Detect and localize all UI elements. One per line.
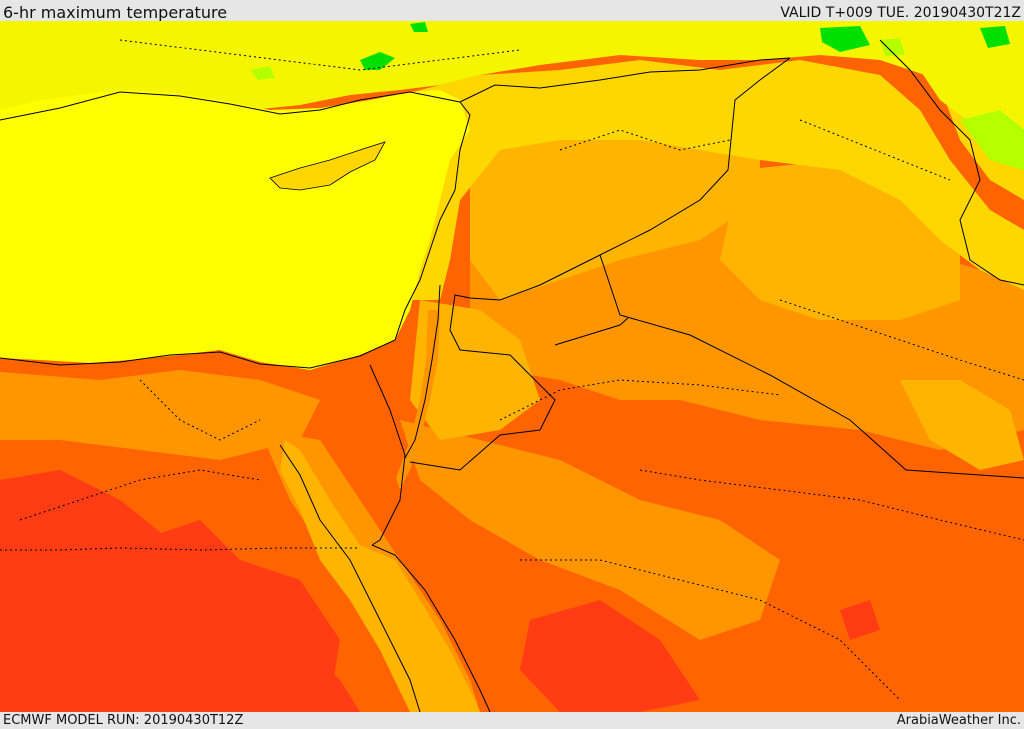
dotted-boundary-6 — [559, 129, 731, 151]
turkey-cool-land — [0, 21, 1024, 120]
jordan-saudi-border — [409, 294, 556, 471]
dotted-boundary-4 — [639, 469, 1024, 541]
israel-jordan-border — [404, 284, 441, 459]
red-sea-west-coast — [279, 444, 421, 712]
dotted-boundary-8 — [119, 39, 521, 71]
turkey-south-coast — [0, 91, 461, 121]
red-sea — [280, 440, 480, 712]
temperature-map[interactable] — [0, 21, 1024, 712]
dotted-boundary-2 — [19, 469, 261, 521]
green-highland-6 — [980, 26, 1010, 48]
green-highland-2 — [250, 66, 275, 80]
egypt-coast-orange — [0, 370, 320, 460]
arabia-hot-zone — [520, 600, 700, 712]
saudi-north-orange — [400, 420, 780, 640]
dotted-boundary-1 — [0, 547, 360, 551]
dotted-boundary-9 — [779, 299, 1024, 381]
valid-time-label: VALID T+009 TUE. 20190430T21Z — [780, 5, 1021, 21]
credit-label: ArabiaWeather Inc. — [896, 713, 1021, 728]
egypt-israel-border — [369, 364, 406, 546]
gulf-light-orange — [900, 380, 1024, 470]
green-highland-3 — [410, 22, 428, 32]
green-highland-1 — [360, 52, 395, 70]
dotted-boundary-7 — [799, 119, 951, 181]
green-highland-5 — [880, 38, 905, 56]
dotted-boundary-5 — [520, 559, 901, 701]
jordan-iraq-border — [554, 317, 629, 346]
levant-coastline — [394, 101, 471, 341]
iran-iraq-border — [879, 39, 1024, 286]
map-title-bar: 6-hr maximum temperature VALID T+009 TUE… — [0, 0, 1024, 22]
syria-iraq-border — [499, 57, 791, 301]
map-footer-bar: ECMWF MODEL RUN: 20190430T12Z ArabiaWeat… — [0, 712, 1024, 729]
egypt-hot-zone-2 — [140, 520, 340, 712]
levant-yellow-orange — [400, 60, 1024, 300]
iraq-saudi-border — [599, 254, 1024, 479]
model-run-label: ECMWF MODEL RUN: 20190430T12Z — [3, 713, 244, 728]
country-borders — [0, 39, 1024, 712]
jordan-light-orange — [410, 300, 540, 440]
internal-boundaries — [0, 39, 1024, 701]
green-highland-4 — [820, 26, 870, 52]
map-title: 6-hr maximum temperature — [3, 3, 228, 22]
dead-sea-strip — [396, 310, 440, 490]
arabia-hot-spot — [840, 600, 880, 640]
green-highland-7 — [960, 110, 1024, 170]
turkey-syria-border — [459, 57, 791, 103]
temperature-map-svg — [0, 21, 1024, 712]
red-sea-east-coast — [371, 544, 491, 712]
cyprus-island — [269, 141, 386, 191]
egypt-coastline — [0, 339, 396, 369]
